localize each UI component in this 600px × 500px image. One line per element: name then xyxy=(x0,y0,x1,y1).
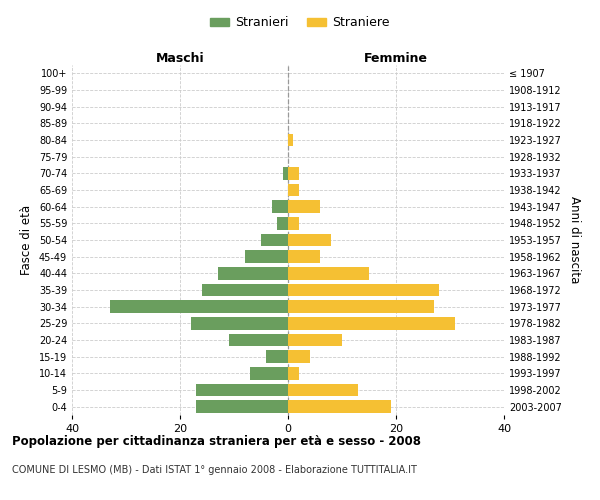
Bar xyxy=(288,134,293,146)
Bar xyxy=(202,284,288,296)
Y-axis label: Fasce di età: Fasce di età xyxy=(20,205,33,275)
Bar xyxy=(288,317,455,330)
Bar xyxy=(283,167,288,179)
Text: COMUNE DI LESMO (MB) - Dati ISTAT 1° gennaio 2008 - Elaborazione TUTTITALIA.IT: COMUNE DI LESMO (MB) - Dati ISTAT 1° gen… xyxy=(12,465,417,475)
Bar xyxy=(288,350,310,363)
Bar xyxy=(288,367,299,380)
Y-axis label: Anni di nascita: Anni di nascita xyxy=(568,196,581,284)
Bar xyxy=(196,384,288,396)
Bar xyxy=(266,350,288,363)
Bar xyxy=(272,200,288,213)
Bar xyxy=(277,217,288,230)
Text: Maschi: Maschi xyxy=(155,52,205,65)
Text: Popolazione per cittadinanza straniera per età e sesso - 2008: Popolazione per cittadinanza straniera p… xyxy=(12,435,421,448)
Bar xyxy=(288,250,320,263)
Bar xyxy=(110,300,288,313)
Bar xyxy=(288,267,369,280)
Bar xyxy=(218,267,288,280)
Legend: Stranieri, Straniere: Stranieri, Straniere xyxy=(205,11,395,34)
Bar xyxy=(288,300,434,313)
Bar xyxy=(245,250,288,263)
Bar xyxy=(288,400,391,413)
Bar xyxy=(196,400,288,413)
Bar xyxy=(288,384,358,396)
Bar xyxy=(191,317,288,330)
Bar xyxy=(288,167,299,179)
Bar xyxy=(288,334,342,346)
Bar xyxy=(288,284,439,296)
Bar xyxy=(288,234,331,246)
Text: Femmine: Femmine xyxy=(364,52,428,65)
Bar xyxy=(288,217,299,230)
Bar xyxy=(261,234,288,246)
Bar xyxy=(288,184,299,196)
Bar xyxy=(288,200,320,213)
Bar xyxy=(229,334,288,346)
Bar xyxy=(250,367,288,380)
